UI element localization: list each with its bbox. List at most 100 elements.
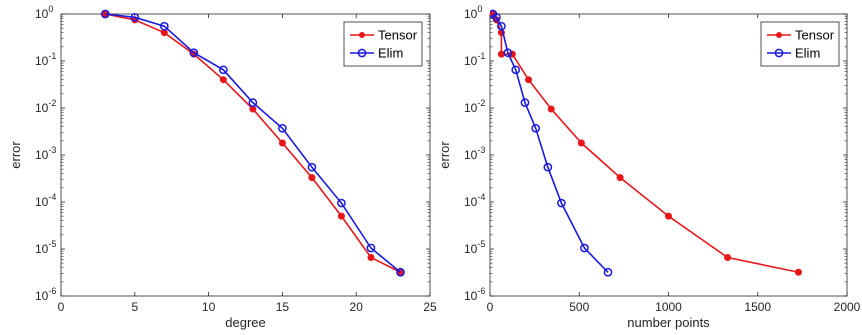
data-point-elim — [557, 198, 566, 208]
data-point-tensor — [794, 268, 802, 276]
y-tick-label: 10-3 — [464, 145, 485, 162]
data-point-elim — [159, 21, 169, 31]
x-tick-label: 1000 — [655, 300, 682, 314]
y-tick-exponent: 0 — [48, 4, 53, 14]
y-axis-title: error — [437, 141, 452, 169]
data-point-elim — [278, 123, 287, 133]
data-point-tensor — [724, 253, 732, 261]
x-tick-label: 20 — [350, 300, 364, 314]
data-point-elim — [337, 198, 346, 208]
y-tick-exponent: -2 — [477, 98, 485, 108]
data-point-elim — [219, 65, 228, 75]
y-tick-base: 10 — [35, 101, 49, 115]
x-tick-label: 0 — [58, 300, 65, 314]
legend: Tensor Elim — [343, 21, 423, 67]
y-tick-exponent: -2 — [48, 98, 56, 108]
data-point-tensor — [160, 29, 168, 37]
y-tick-exponent: -4 — [477, 192, 485, 202]
y-tick-exponent: -4 — [48, 192, 56, 202]
chart-panel-1: 0 5 10 15 20 2510010-110-210-310-410-510-6deg… — [8, 4, 437, 330]
legend-label-tensor: Tensor — [378, 28, 418, 43]
legend-marker-elim — [774, 48, 784, 58]
x-axis-title: degree — [225, 315, 265, 330]
y-tick-label: 10-1 — [464, 51, 485, 68]
data-point-tensor — [219, 76, 227, 84]
legend-marker-elim — [357, 48, 367, 58]
y-tick-exponent: -1 — [48, 51, 56, 61]
x-axis-title: number points — [627, 315, 710, 330]
x-tick-label: 10 — [202, 300, 216, 314]
y-tick-label: 10-2 — [35, 98, 56, 115]
y-tick-exponent: -5 — [48, 239, 56, 249]
data-point-tensor — [577, 139, 585, 147]
data-point-elim — [189, 48, 199, 58]
y-tick-label: 10-4 — [464, 192, 485, 209]
data-point-tensor — [278, 139, 286, 147]
data-point-tensor — [308, 174, 316, 182]
y-tick-exponent: 0 — [477, 4, 482, 14]
y-tick-exponent: -6 — [477, 286, 485, 296]
chart-panel-2: 0 500 1000 1500 200010010-110-210-310-410-51… — [437, 4, 861, 330]
y-tick-label: 10-1 — [35, 51, 56, 68]
data-point-elim — [520, 98, 530, 107]
y-tick-base: 10 — [464, 54, 478, 68]
y-tick-base: 10 — [464, 289, 478, 303]
series-elim — [100, 9, 405, 277]
data-point-tensor — [497, 50, 505, 58]
y-axis-title: error — [8, 141, 23, 169]
data-point-tensor — [665, 212, 672, 220]
data-point-elim — [130, 12, 140, 22]
legend-marker-tensor — [776, 32, 782, 38]
y-tick-label: 10-6 — [464, 286, 485, 303]
y-tick-label: 10-4 — [35, 192, 56, 209]
series-line-elim — [105, 13, 401, 273]
data-point-tensor — [616, 174, 624, 182]
legend-box — [343, 21, 423, 67]
y-tick-exponent: -5 — [477, 239, 485, 249]
y-tick-label: 10-3 — [35, 145, 56, 162]
legend-label-tensor: Tensor — [795, 28, 835, 43]
series-elim — [490, 9, 613, 277]
y-tick-label: 10-5 — [35, 239, 56, 256]
x-tick-label: 15 — [276, 300, 290, 314]
y-tick-label: 100 — [464, 4, 482, 21]
legend-box — [760, 21, 840, 67]
y-tick-base: 10 — [35, 7, 49, 21]
data-point-elim — [100, 9, 110, 19]
data-point-elim — [248, 98, 258, 107]
y-tick-label: 10-2 — [464, 98, 485, 115]
y-tick-base: 10 — [35, 54, 49, 68]
y-tick-base: 10 — [35, 195, 49, 209]
y-tick-exponent: -3 — [477, 145, 485, 155]
data-point-tensor — [337, 212, 345, 220]
y-tick-base: 10 — [464, 7, 478, 21]
data-point-elim — [543, 162, 553, 172]
legend: Tensor Elim — [760, 21, 840, 67]
y-tick-base: 10 — [35, 289, 49, 303]
data-point-elim — [511, 65, 521, 75]
legend-label-elim: Elim — [795, 46, 820, 61]
data-point-elim — [531, 123, 541, 133]
data-point-tensor — [547, 105, 555, 113]
y-tick-base: 10 — [464, 101, 478, 115]
data-point-elim — [492, 12, 501, 22]
data-point-elim — [307, 162, 317, 172]
data-point-elim — [396, 267, 405, 277]
y-tick-exponent: -1 — [477, 51, 485, 61]
data-point-elim — [366, 243, 376, 253]
legend-marker-tensor — [359, 32, 365, 38]
data-point-elim — [503, 48, 513, 58]
y-tick-base: 10 — [464, 148, 478, 162]
y-tick-base: 10 — [464, 195, 478, 209]
x-tick-label: 5 — [131, 300, 138, 314]
data-point-tensor — [367, 253, 375, 261]
legend-label-elim: Elim — [378, 46, 403, 61]
y-tick-label: 100 — [35, 4, 53, 21]
y-tick-exponent: -3 — [48, 145, 56, 155]
y-tick-exponent: -6 — [48, 286, 56, 296]
x-tick-label: 25 — [423, 300, 437, 314]
x-tick-label: 500 — [569, 300, 589, 314]
y-tick-base: 10 — [35, 148, 49, 162]
data-point-elim — [497, 21, 506, 31]
